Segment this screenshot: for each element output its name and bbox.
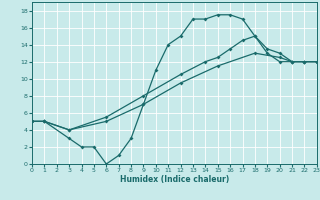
X-axis label: Humidex (Indice chaleur): Humidex (Indice chaleur) — [120, 175, 229, 184]
